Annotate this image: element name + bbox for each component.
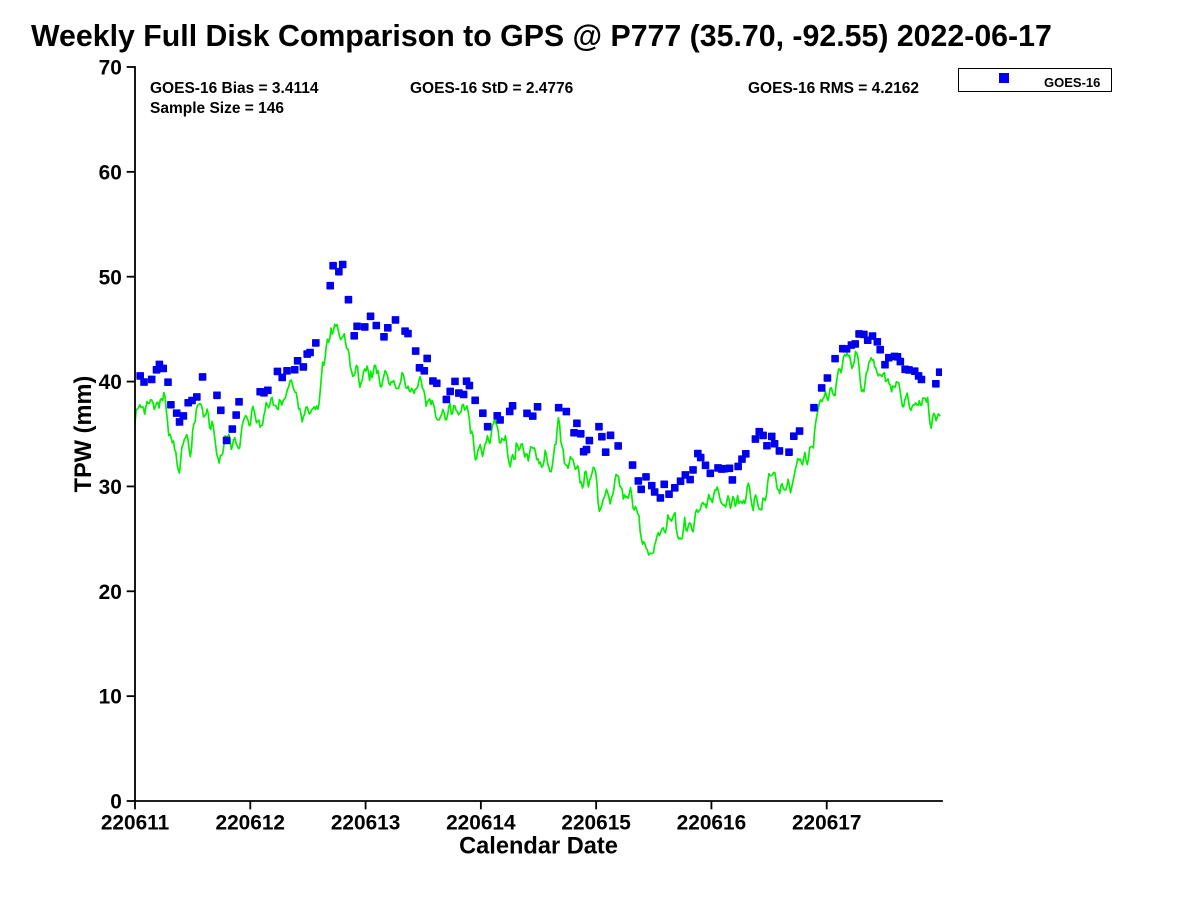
svg-text:50: 50 bbox=[99, 266, 122, 289]
svg-text:220612: 220612 bbox=[216, 811, 286, 834]
svg-text:Calendar Date: Calendar Date bbox=[459, 834, 618, 860]
svg-text:30: 30 bbox=[99, 476, 122, 499]
svg-text:220617: 220617 bbox=[792, 811, 862, 834]
svg-text:220613: 220613 bbox=[331, 811, 401, 834]
svg-text:220611: 220611 bbox=[101, 811, 169, 834]
svg-text:220616: 220616 bbox=[677, 811, 747, 834]
svg-text:220615: 220615 bbox=[561, 811, 631, 834]
svg-text:70: 70 bbox=[99, 57, 122, 80]
svg-text:60: 60 bbox=[99, 161, 122, 184]
svg-text:40: 40 bbox=[99, 371, 122, 394]
svg-text:20: 20 bbox=[99, 581, 122, 604]
svg-text:220614: 220614 bbox=[446, 811, 516, 834]
svg-text:TPW (mm): TPW (mm) bbox=[71, 376, 97, 493]
svg-text:0: 0 bbox=[110, 791, 122, 814]
svg-text:10: 10 bbox=[99, 686, 122, 709]
